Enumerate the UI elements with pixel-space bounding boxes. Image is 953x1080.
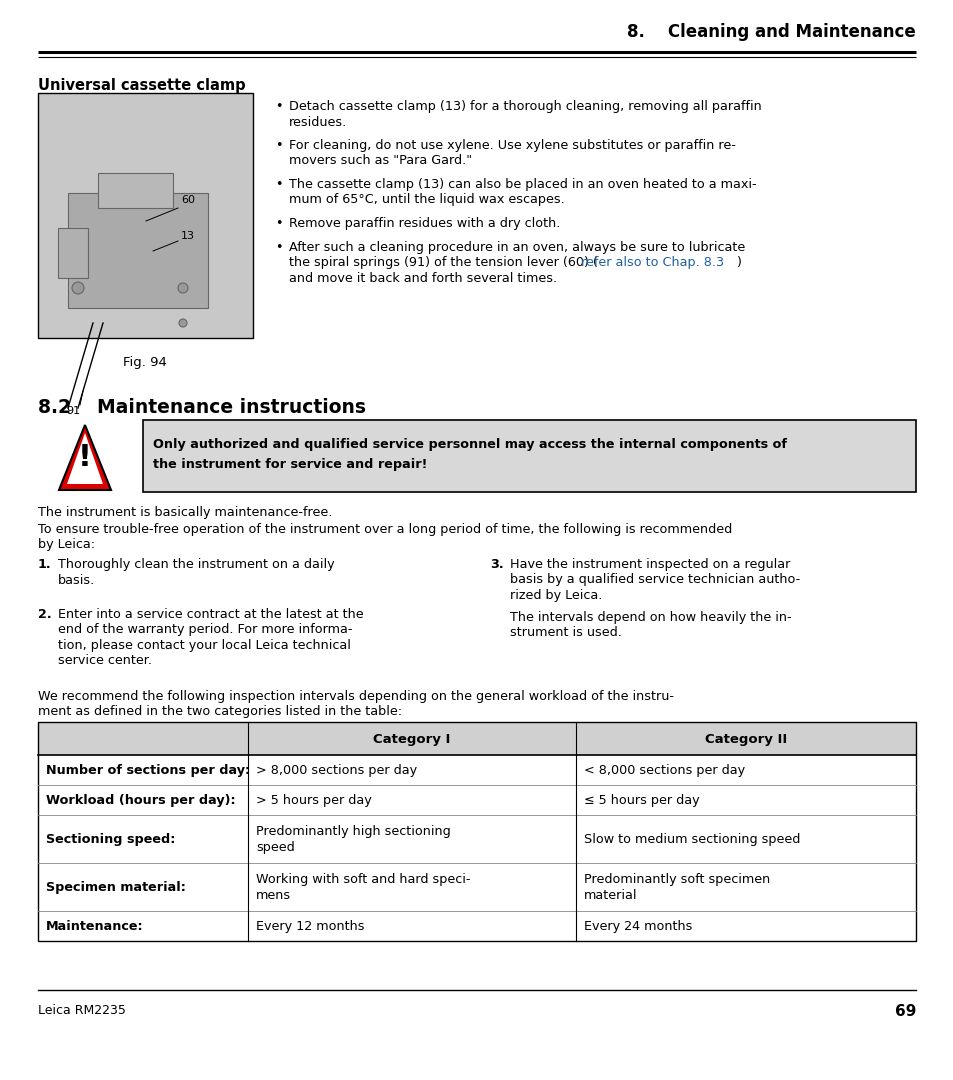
- Text: Have the instrument inspected on a regular: Have the instrument inspected on a regul…: [510, 558, 789, 571]
- Bar: [38, 93, 253, 338]
- Text: •: •: [274, 178, 282, 191]
- Text: residues.: residues.: [289, 116, 347, 129]
- Text: Every 24 months: Every 24 months: [583, 920, 692, 933]
- Text: 8.2    Maintenance instructions: 8.2 Maintenance instructions: [38, 399, 366, 417]
- Text: Slow to medium sectioning speed: Slow to medium sectioning speed: [583, 834, 800, 847]
- Text: The intervals depend on how heavily the in-: The intervals depend on how heavily the …: [510, 611, 791, 624]
- Text: Predominantly high sectioning: Predominantly high sectioning: [255, 825, 450, 838]
- Text: We recommend the following inspection intervals depending on the general workloa: We recommend the following inspection in…: [38, 690, 673, 703]
- Text: by Leica:: by Leica:: [38, 538, 95, 551]
- Text: 60: 60: [181, 195, 194, 205]
- Text: The instrument is basically maintenance-free.: The instrument is basically maintenance-…: [38, 507, 332, 519]
- Text: end of the warranty period. For more informa-: end of the warranty period. For more inf…: [58, 623, 352, 636]
- Text: tion, please contact your local Leica technical: tion, please contact your local Leica te…: [58, 639, 351, 652]
- Bar: [38, 723, 915, 941]
- Text: •: •: [274, 100, 282, 113]
- Text: 3.: 3.: [490, 558, 503, 571]
- Text: ≤ 5 hours per day: ≤ 5 hours per day: [583, 794, 699, 807]
- Text: > 5 hours per day: > 5 hours per day: [255, 794, 372, 807]
- Text: material: material: [583, 889, 637, 902]
- Text: 91: 91: [66, 406, 80, 416]
- Polygon shape: [59, 426, 111, 490]
- Text: Maintenance:: Maintenance:: [46, 920, 144, 933]
- Text: •: •: [274, 241, 282, 254]
- Text: < 8,000 sections per day: < 8,000 sections per day: [583, 765, 744, 778]
- Text: basis.: basis.: [58, 573, 95, 586]
- Text: 69: 69: [894, 1004, 915, 1020]
- Circle shape: [179, 319, 187, 327]
- Bar: [68, 193, 208, 308]
- Bar: [58, 228, 88, 278]
- Text: Specimen material:: Specimen material:: [46, 881, 186, 894]
- Text: The cassette clamp (13) can also be placed in an oven heated to a maxi-: The cassette clamp (13) can also be plac…: [289, 178, 756, 191]
- Text: ment as defined in the two categories listed in the table:: ment as defined in the two categories li…: [38, 705, 402, 718]
- Text: > 8,000 sections per day: > 8,000 sections per day: [255, 765, 416, 778]
- Text: Category I: Category I: [373, 733, 450, 746]
- Text: service center.: service center.: [58, 654, 152, 667]
- Bar: [98, 173, 172, 208]
- Text: basis by a qualified service technician autho-: basis by a qualified service technician …: [510, 573, 800, 586]
- Text: Detach cassette clamp (13) for a thorough cleaning, removing all paraffin: Detach cassette clamp (13) for a thoroug…: [289, 100, 760, 113]
- Text: the instrument for service and repair!: the instrument for service and repair!: [152, 458, 427, 471]
- Text: 13: 13: [181, 231, 194, 241]
- Text: After such a cleaning procedure in an oven, always be sure to lubricate: After such a cleaning procedure in an ov…: [289, 241, 744, 254]
- Text: Sectioning speed:: Sectioning speed:: [46, 834, 175, 847]
- Text: For cleaning, do not use xylene. Use xylene substitutes or paraffin re-: For cleaning, do not use xylene. Use xyl…: [289, 139, 735, 152]
- Text: Workload (hours per day):: Workload (hours per day):: [46, 794, 235, 807]
- Text: movers such as "Para Gard.": movers such as "Para Gard.": [289, 154, 472, 167]
- Text: !: !: [78, 444, 91, 473]
- Text: 8.    Cleaning and Maintenance: 8. Cleaning and Maintenance: [626, 23, 915, 41]
- Text: 1.: 1.: [38, 558, 51, 571]
- Text: mens: mens: [255, 889, 291, 902]
- Text: speed: speed: [255, 841, 294, 854]
- Text: •: •: [274, 139, 282, 152]
- Text: 2.: 2.: [38, 608, 51, 621]
- Text: Leica RM2235: Leica RM2235: [38, 1004, 126, 1017]
- Text: •: •: [274, 217, 282, 230]
- Circle shape: [178, 283, 188, 293]
- Text: To ensure trouble-free operation of the instrument over a long period of time, t: To ensure trouble-free operation of the …: [38, 523, 732, 536]
- Text: Enter into a service contract at the latest at the: Enter into a service contract at the lat…: [58, 608, 363, 621]
- Text: Remove paraffin residues with a dry cloth.: Remove paraffin residues with a dry clot…: [289, 217, 559, 230]
- Text: Number of sections per day:: Number of sections per day:: [46, 765, 250, 778]
- Text: Thoroughly clean the instrument on a daily: Thoroughly clean the instrument on a dai…: [58, 558, 335, 571]
- Text: refer also to Chap. 8.3: refer also to Chap. 8.3: [580, 256, 723, 269]
- Text: Working with soft and hard speci-: Working with soft and hard speci-: [255, 874, 470, 887]
- Text: rized by Leica.: rized by Leica.: [510, 589, 601, 602]
- Text: Universal cassette clamp: Universal cassette clamp: [38, 78, 245, 93]
- Text: strument is used.: strument is used.: [510, 626, 621, 639]
- Text: and move it back and forth several times.: and move it back and forth several times…: [289, 271, 557, 284]
- Text: Every 12 months: Every 12 months: [255, 920, 364, 933]
- Text: Predominantly soft specimen: Predominantly soft specimen: [583, 874, 769, 887]
- Text: Only authorized and qualified service personnel may access the internal componen: Only authorized and qualified service pe…: [152, 438, 786, 451]
- Bar: [38, 723, 915, 755]
- Polygon shape: [67, 433, 103, 484]
- Text: Category II: Category II: [704, 733, 786, 746]
- Text: ): ): [735, 256, 740, 269]
- Circle shape: [71, 282, 84, 294]
- Text: the spiral springs (91) of the tension lever (60) (: the spiral springs (91) of the tension l…: [289, 256, 598, 269]
- Text: mum of 65°C, until the liquid wax escapes.: mum of 65°C, until the liquid wax escape…: [289, 193, 564, 206]
- Text: Fig. 94: Fig. 94: [123, 356, 167, 369]
- Bar: [143, 420, 915, 492]
